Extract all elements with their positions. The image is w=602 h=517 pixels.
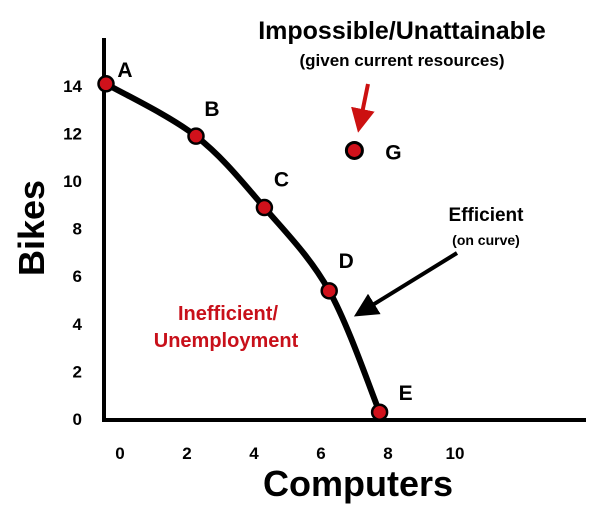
y-tick-label: 10 — [63, 172, 82, 191]
x-tick-label: 2 — [182, 444, 191, 463]
x-tick-label: 0 — [115, 444, 124, 463]
efficient-title: Efficient — [449, 205, 525, 226]
y-tick-label: 12 — [63, 124, 82, 143]
impossible-arrow — [351, 83, 375, 133]
y-tick-label: 14 — [63, 77, 82, 96]
y-tick-labels: 0 2 4 6 8 10 12 14 — [63, 77, 82, 429]
point-g — [344, 140, 364, 160]
point-label-b: B — [204, 98, 219, 121]
y-tick-label: 2 — [73, 362, 82, 381]
impossible-title: Impossible/Unattainable — [258, 17, 546, 45]
efficient-arrow — [353, 251, 459, 317]
ppf-curve — [103, 80, 383, 416]
point-label-a: A — [117, 59, 132, 82]
y-tick-label: 0 — [73, 410, 82, 429]
point-d — [320, 282, 338, 300]
unattainable-point-group: G — [344, 140, 402, 164]
inefficient-line1: Inefficient/ — [178, 303, 278, 325]
y-tick-label: 4 — [73, 315, 83, 334]
y-tick-label: 6 — [73, 267, 82, 286]
x-tick-label: 4 — [249, 444, 259, 463]
efficient-subtitle: (on curve) — [452, 232, 520, 248]
x-tick-label: 6 — [316, 444, 325, 463]
point-label-c: C — [274, 169, 289, 192]
x-tick-label: 10 — [446, 444, 465, 463]
inefficient-line2: Unemployment — [154, 330, 299, 352]
point-label-e: E — [399, 382, 413, 405]
impossible-subtitle: (given current resources) — [299, 51, 504, 70]
axes — [102, 38, 586, 422]
y-tick-label: 8 — [73, 220, 82, 239]
point-label-d: D — [339, 250, 354, 273]
x-axis-label: Computers — [263, 463, 453, 504]
point-e — [370, 403, 389, 421]
y-axis-label: Bikes — [11, 180, 52, 276]
ppf-points: A B C D E — [97, 59, 413, 421]
point-a — [97, 75, 115, 93]
point-b — [187, 127, 205, 145]
point-c — [255, 198, 274, 217]
x-tick-labels: 0 2 4 6 8 10 — [115, 444, 464, 463]
point-label-g: G — [385, 141, 401, 164]
x-tick-label: 8 — [383, 444, 392, 463]
